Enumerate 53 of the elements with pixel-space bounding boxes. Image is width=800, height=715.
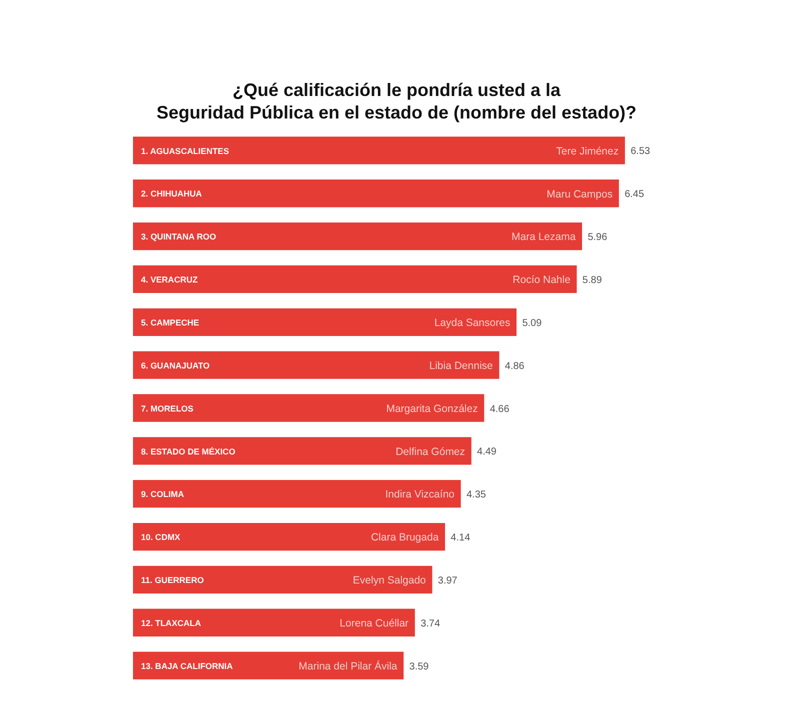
y-tick-label: 6. GUANAJUATO [141,360,210,370]
y-tick-label: 5. CAMPECHE [141,318,200,328]
data-label: 4.14 [450,532,471,544]
y-tick-label: 2. CHIHUAHUA [141,188,202,199]
annotation: Delfina Gómez [396,446,466,458]
annotation: Maru Campos [546,188,613,200]
annotation: Mara Lezama [512,231,576,244]
bar [133,351,500,379]
y-tick-label: 12. TLAXCALA [141,618,201,628]
data-label: 4.49 [477,446,497,458]
annotation: Tere Jiménez [556,145,619,158]
data-label: 5.96 [588,232,608,244]
bar [133,522,446,551]
y-tick-label: 3. QUINTANA ROO [141,232,216,242]
annotation: Marina del Pilar Ávila [298,659,398,672]
data-label: 3.74 [420,618,440,630]
y-tick-label: 9. COLIMA [141,489,184,500]
chart-title: ¿Qué calificación le pondría usted a la Seguridad Pública en el estado de (nombre del estado)? [156,80,637,123]
y-tick-label: 8. ESTADO DE MÉXICO [141,446,236,456]
y-tick-label: 1. AGUASCALIENTES [141,146,230,156]
bar [133,136,625,164]
bar [133,180,619,208]
bar [133,308,517,336]
y-tick-label: 11. GUERRERO [141,575,204,586]
y-tick-label: 7. MORELOS [141,403,194,414]
data-label: 4.35 [466,490,486,501]
data-label: 5.09 [522,318,542,329]
bar [133,480,461,508]
annotation: Clara Brugada [370,532,439,544]
data-label: 6.45 [624,189,644,200]
y-tick-label: 4. VERACRUZ [141,274,198,285]
annotation: Rocío Nahle [512,274,571,286]
bar [133,652,404,680]
bar [133,566,432,594]
bar [133,394,484,422]
annotation: Margarita González [386,402,478,415]
bar [133,608,415,636]
bar [133,437,472,465]
data-label: 3.59 [409,661,430,672]
y-tick-label: 13. BAJA CALIFORNIA [141,660,233,671]
y-tick-label: 10. CDMX [141,532,181,542]
annotation: Layda Sansores [434,317,510,330]
data-label: 3.97 [438,575,458,586]
annotation: Indira Vizcaíno [385,488,455,501]
data-label: 4.66 [490,404,510,415]
annotation: Evelyn Salgado [352,574,426,587]
annotation: Lorena Cuéllar [340,618,410,630]
annotation: Libia Dennise [429,360,494,372]
data-label: 5.89 [582,274,602,286]
data-label: 6.53 [630,146,651,158]
bar [133,222,582,250]
data-label: 4.86 [504,360,525,372]
bar [133,265,577,294]
